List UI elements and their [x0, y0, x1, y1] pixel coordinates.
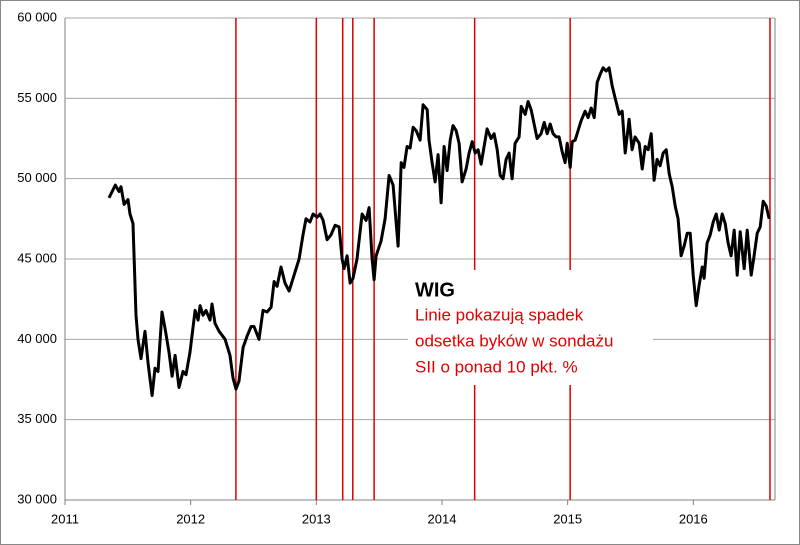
y-tick-label: 40 000: [17, 331, 57, 346]
y-tick-label: 60 000: [17, 9, 57, 24]
y-tick-label: 55 000: [17, 90, 57, 105]
x-tick-label: 2014: [428, 511, 457, 526]
x-tick-label: 2012: [176, 511, 205, 526]
y-tick-label: 45 000: [17, 250, 57, 265]
annotation-line: SII o ponad 10 pkt. %: [415, 357, 578, 376]
y-tick-label: 30 000: [17, 491, 57, 506]
series-line: [107, 66, 771, 398]
annotation-box: [408, 270, 653, 385]
annotation-line: odsetka byków w sondażu: [415, 331, 613, 350]
annotation-line: Linie pokazują spadek: [415, 305, 584, 324]
x-tick-label: 2013: [302, 511, 331, 526]
y-tick-label: 50 000: [17, 170, 57, 185]
annotation-title: WIG: [415, 279, 455, 301]
y-tick-label: 35 000: [17, 411, 57, 426]
x-tick-label: 2016: [679, 511, 708, 526]
x-tick-label: 2011: [51, 511, 79, 526]
x-tick-label: 2015: [553, 511, 582, 526]
